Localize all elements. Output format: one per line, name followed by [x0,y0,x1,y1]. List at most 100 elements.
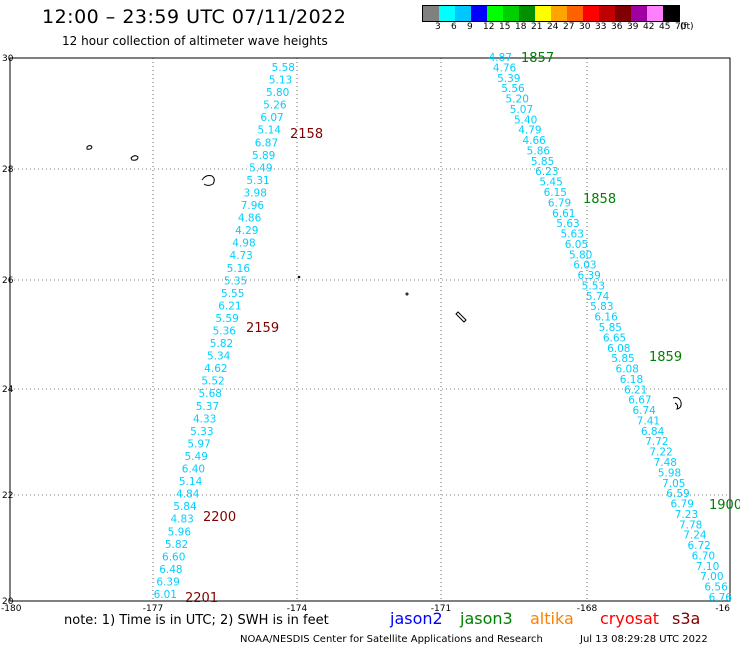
wave-height-value: 5.82 [210,338,233,350]
wave-height-value: 5.68 [199,388,222,400]
island-outlines [86,145,682,410]
wave-height-value: 4.73 [229,250,252,262]
wave-height-value: 6.65 [603,332,626,344]
wave-height-value: 5.55 [221,288,244,300]
color-scale-label: 33 [595,22,607,32]
color-swatch [583,6,599,21]
color-swatch [567,6,583,21]
lon-tick-label: -180 [1,604,22,614]
color-scale-label: (ft) [680,22,694,32]
island-outline [405,292,409,296]
wave-height-value: 7.10 [696,561,719,573]
wave-height-value: 7.00 [700,571,723,583]
pass-time-label: 2159 [246,321,279,336]
color-swatch [615,6,631,21]
wave-height-value: 5.63 [556,218,579,230]
wave-height-value: 6.76 [709,592,733,604]
color-swatch [663,6,679,21]
island-outline [86,145,93,150]
wave-height-value: 4.86 [238,213,262,225]
track-cryosat-values: 5.585.135.805.266.075.146.875.895.495.31… [154,62,295,601]
wave-height-value: 7.23 [675,509,698,521]
track-cryosat-times: 2158 2159 2200 2201 [185,127,323,606]
color-scale-label: 30 [579,22,591,32]
color-scale-bar [422,5,680,22]
page-title: 12:00 – 23:59 UTC 07/11/2022 [42,6,347,28]
lon-tick-label: -177 [143,604,163,614]
color-scale-label: 6 [451,22,457,32]
wave-height-value: 4.98 [232,238,255,250]
pass-time-label: 2200 [203,510,236,525]
wave-height-value: 6.40 [182,464,205,476]
wave-height-value: 7.41 [637,415,660,427]
wave-height-value: 6.08 [607,343,630,355]
wave-height-value: 5.33 [190,426,213,438]
wave-height-value: 5.74 [586,291,610,303]
wave-height-value: 4.62 [204,363,227,375]
wave-height-value: 6.07 [260,112,283,124]
wave-height-value: 5.53 [582,280,605,292]
wave-height-value: 6.18 [620,374,643,386]
legend-jason2: jason2 [390,609,443,628]
wave-height-value: 5.80 [266,87,289,99]
wave-height-value: 5.14 [179,476,203,488]
lat-tick-label: 20 [2,597,14,607]
wave-height-value: 7.22 [649,447,672,459]
wave-height-value: 7.72 [645,436,668,448]
map-frame [9,57,731,602]
wave-height-value: 6.21 [624,384,647,396]
pass-time-label: 1858 [583,192,616,207]
wave-height-value: 5.14 [258,125,282,137]
wave-height-value: 5.85 [599,322,622,334]
wave-height-value: 6.01 [154,589,177,601]
legend-s3a: s3a [672,609,701,628]
color-scale-label: 36 [611,22,623,32]
wave-height-value: 4.79 [518,125,541,137]
credit-line: NOAA/NESDIS Center for Satellite Applica… [240,634,543,645]
color-swatch [551,6,567,21]
color-scale-label: 12 [483,22,495,32]
wave-height-value: 5.31 [246,175,269,187]
color-scale-label: 15 [499,22,511,32]
wave-height-value: 5.85 [531,156,554,168]
wave-height-value: 5.86 [527,145,551,157]
island-outline [297,275,301,279]
wave-height-value: 6.21 [218,300,241,312]
lon-tick-label: -16 [715,604,730,614]
wave-height-value: 6.79 [548,197,571,209]
wave-height-value: 6.60 [162,551,185,563]
wave-height-value: 5.26 [263,100,287,112]
wave-height-value: 4.87 [489,52,512,64]
wave-height-value: 5.84 [173,501,197,513]
wave-height-value: 5.13 [269,75,292,87]
color-scale-label: 45 [659,22,671,32]
wave-height-value: 6.03 [573,260,596,272]
color-swatch [503,6,519,21]
pass-time-label: 1859 [649,350,682,365]
wave-height-value: 5.49 [249,162,272,174]
color-scale-label: 3 [435,22,441,32]
wave-height-value: 5.98 [658,467,681,479]
wave-height-value: 5.16 [227,263,251,275]
wave-height-value: 5.82 [165,539,188,551]
track-jason3-values: 4.874.765.395.565.205.075.404.794.665.86… [489,52,733,604]
wave-height-value: 6.84 [641,426,665,438]
wave-height-value: 5.59 [215,313,238,325]
lat-tick-label: 30 [2,54,14,64]
wave-height-value: 6.39 [577,270,600,282]
legend-jason3: jason3 [460,609,513,628]
wave-height-value: 6.72 [687,540,710,552]
wave-height-value: 4.76 [493,62,517,74]
color-swatch [439,6,455,21]
wave-height-value: 6.23 [535,166,558,178]
color-scale-label: 27 [563,22,575,32]
map-grid [10,58,730,601]
island-outline [130,155,139,161]
page-subtitle: 12 hour collection of altimeter wave hei… [62,34,328,48]
pass-time-label: 2201 [185,591,218,606]
color-swatch [423,6,439,21]
wave-height-value: 7.05 [662,478,685,490]
wave-height-value: 5.40 [514,114,537,126]
map-axis-labels: -180 -177 -174 -171 -168 -16 30 28 26 24 22 20 [1,54,730,614]
generation-timestamp: Jul 13 08:29:28 UTC 2022 [580,634,708,645]
